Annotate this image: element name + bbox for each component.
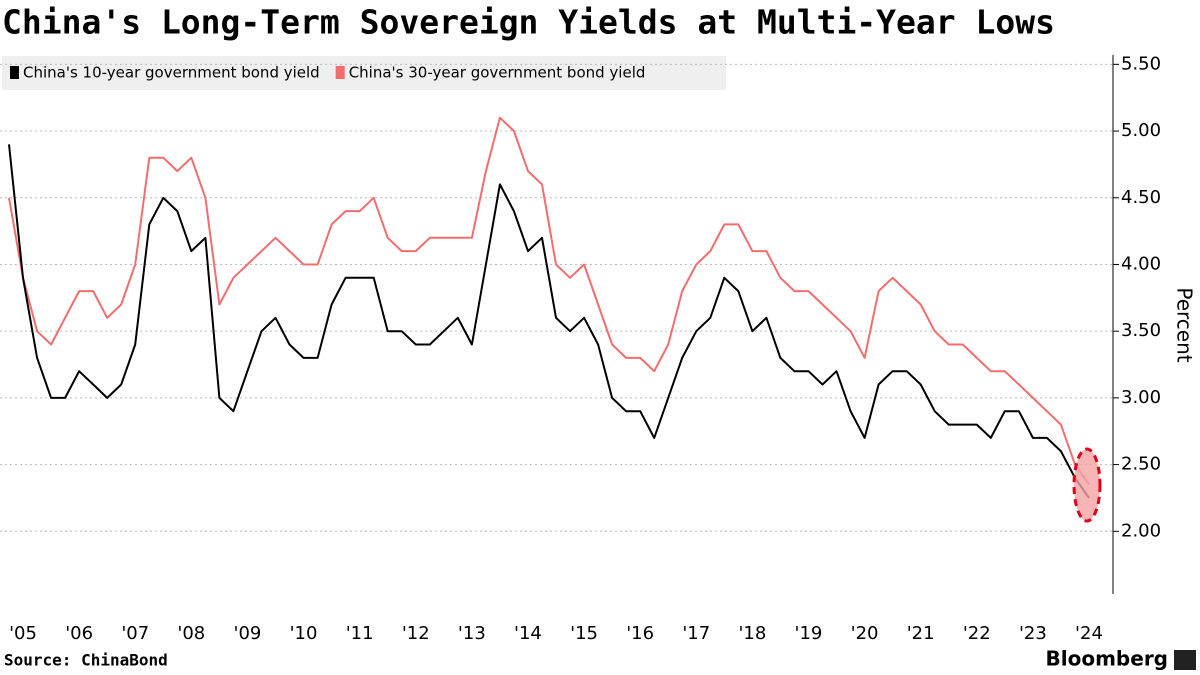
legend-swatch bbox=[10, 66, 19, 79]
x-tick-label: '10 bbox=[290, 623, 318, 644]
highlight-ellipse bbox=[1072, 447, 1102, 523]
chart-title: China's Long-Term Sovereign Yields at Mu… bbox=[2, 3, 1055, 42]
y-tick-label: 2.50 bbox=[1121, 454, 1161, 475]
y-tick-label: 4.00 bbox=[1121, 253, 1161, 274]
y-tick-label: 4.50 bbox=[1121, 187, 1161, 208]
x-tick-label: '09 bbox=[234, 623, 262, 644]
line-series bbox=[8, 116, 1090, 486]
x-tick-label: '21 bbox=[907, 623, 935, 644]
x-tick-label: '23 bbox=[1019, 623, 1047, 644]
legend-label: China's 30-year government bond yield bbox=[349, 64, 646, 82]
x-tick-label: '07 bbox=[121, 623, 149, 644]
x-tick-label: '11 bbox=[346, 623, 374, 644]
y-tick-label: 5.50 bbox=[1121, 53, 1161, 74]
x-tick-label: '13 bbox=[458, 623, 486, 644]
x-tick-label: '05 bbox=[9, 623, 37, 644]
y-axis-title: Percent bbox=[1173, 287, 1197, 362]
legend-swatch bbox=[335, 66, 345, 79]
y-tick-label: 3.50 bbox=[1121, 320, 1161, 341]
x-tick-label: '24 bbox=[1075, 623, 1103, 644]
x-tick-label: '16 bbox=[626, 623, 654, 644]
x-tick-label: '15 bbox=[570, 623, 598, 644]
x-tick-label: '18 bbox=[738, 623, 766, 644]
source: Source: ChinaBond bbox=[4, 651, 168, 670]
y-tick-label: 5.00 bbox=[1121, 120, 1161, 141]
x-tick-label: '20 bbox=[851, 623, 879, 644]
x-tick-label: '08 bbox=[177, 623, 205, 644]
y-tick-label: 2.00 bbox=[1121, 520, 1161, 541]
y-tick-label: 3.00 bbox=[1121, 387, 1161, 408]
x-tick-label: '14 bbox=[514, 623, 542, 644]
line-series bbox=[8, 144, 1090, 499]
credit: Bloomberg bbox=[1046, 647, 1168, 671]
x-tick-label: '06 bbox=[65, 623, 93, 644]
x-tick-label: '12 bbox=[402, 623, 430, 644]
x-tick-label: '22 bbox=[963, 623, 991, 644]
logo-icon bbox=[1174, 650, 1196, 670]
legend-box bbox=[2, 56, 726, 90]
x-tick-label: '19 bbox=[795, 623, 823, 644]
x-tick-label: '17 bbox=[682, 623, 710, 644]
legend-label: China's 10-year government bond yield bbox=[23, 64, 320, 82]
